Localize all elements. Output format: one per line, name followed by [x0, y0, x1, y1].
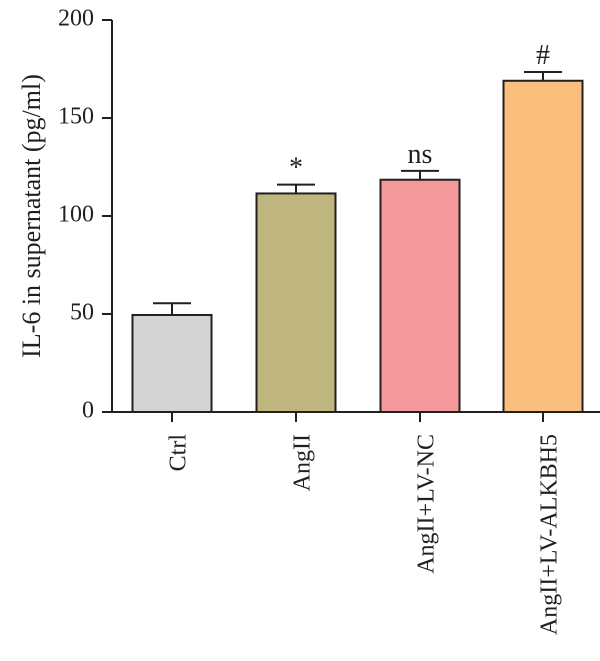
y-tick-label: 200 — [58, 6, 94, 32]
y-tick-label: 100 — [58, 202, 94, 228]
bars — [131, 79, 584, 414]
category-label: Ctrl — [166, 434, 192, 472]
category-label: AngII — [290, 434, 316, 491]
error-bars — [153, 70, 562, 315]
significance-mark: * — [289, 153, 303, 184]
significance-marks: * ns # — [289, 40, 550, 184]
significance-mark: # — [536, 40, 550, 71]
bar — [502, 79, 584, 413]
y-tick-label: 150 — [58, 104, 94, 130]
y-axis: 0 50 100 150 200 — [58, 6, 113, 424]
category-labels: Ctrl AngII AngII+LV-NC AngII+LV-ALKBH5 — [166, 412, 563, 635]
bar — [255, 192, 337, 413]
y-tick-label: 50 — [70, 300, 94, 326]
bar — [131, 313, 213, 414]
y-axis-label: IL-6 in supernatant (pg/ml) — [17, 74, 46, 358]
bar — [379, 178, 461, 413]
y-tick-label: 0 — [82, 398, 94, 424]
significance-mark: ns — [408, 139, 433, 170]
y-ticks: 0 50 100 150 200 — [58, 6, 112, 424]
category-label: AngII+LV-NC — [414, 434, 440, 574]
category-label: AngII+LV-ALKBH5 — [537, 434, 563, 635]
